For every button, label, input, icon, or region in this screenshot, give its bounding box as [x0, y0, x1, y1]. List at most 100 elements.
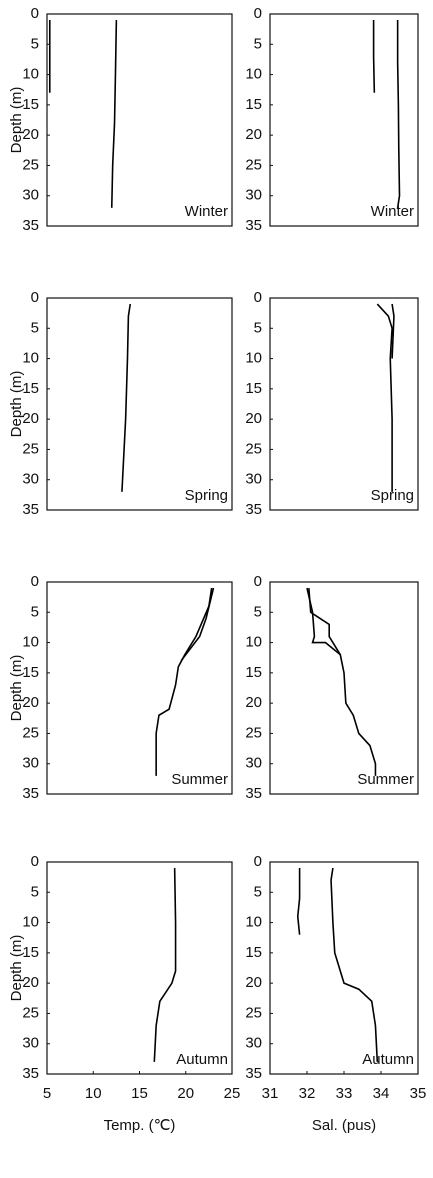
y-tick-label: 10 [245, 914, 262, 931]
y-axis-label: Depth (m) [8, 87, 25, 154]
y-tick-label: 30 [245, 1035, 262, 1052]
y-tick-label: 0 [31, 853, 39, 870]
y-tick-label: 30 [22, 1035, 39, 1052]
y-tick-label: 25 [22, 440, 39, 457]
y-tick-label: 35 [245, 501, 262, 518]
y-tick-label: 5 [254, 603, 262, 620]
y-tick-label: 30 [245, 755, 262, 772]
y-tick-label: 25 [22, 1004, 39, 1021]
y-tick-label: 25 [22, 724, 39, 741]
season-label: Autumn [176, 1051, 228, 1068]
y-tick-label: 15 [245, 380, 262, 397]
panel-frame [46, 581, 233, 795]
x-tick-label: 31 [262, 1085, 279, 1102]
profile-line [110, 20, 118, 208]
y-tick-label: 5 [31, 603, 39, 620]
profile-line [153, 868, 177, 1062]
x-tick-label: 15 [131, 1085, 148, 1102]
y-tick-label: 35 [22, 217, 39, 234]
y-tick-label: 5 [254, 319, 262, 336]
profile-line [296, 868, 301, 935]
y-tick-label: 25 [245, 440, 262, 457]
y-tick-label: 10 [245, 350, 262, 367]
panel-frame [46, 861, 233, 1075]
season-label: Summer [171, 771, 228, 788]
y-axis-label: Depth (m) [8, 655, 25, 722]
y-tick-label: 35 [245, 217, 262, 234]
panel-frame [269, 13, 419, 227]
x-tick-label: 34 [373, 1085, 390, 1102]
x-tick-label: 35 [410, 1085, 427, 1102]
y-tick-label: 25 [22, 156, 39, 173]
x-tick-label: 33 [336, 1085, 353, 1102]
y-tick-label: 5 [31, 883, 39, 900]
y-tick-label: 35 [245, 1065, 262, 1082]
y-tick-label: 30 [22, 187, 39, 204]
y-tick-label: 0 [254, 289, 262, 306]
y-tick-label: 20 [245, 410, 262, 427]
y-tick-label: 20 [245, 694, 262, 711]
y-tick-label: 10 [245, 634, 262, 651]
y-tick-label: 0 [254, 5, 262, 22]
panel-frame [46, 297, 233, 511]
season-label: Winter [371, 203, 414, 220]
y-tick-label: 30 [22, 755, 39, 772]
y-tick-label: 25 [245, 724, 262, 741]
y-tick-label: 20 [245, 974, 262, 991]
y-tick-label: 20 [22, 410, 39, 427]
y-tick-label: 10 [22, 914, 39, 931]
y-tick-label: 35 [22, 785, 39, 802]
x-axis-label: Temp. (℃) [104, 1117, 176, 1134]
profile-line [376, 303, 393, 492]
y-tick-label: 15 [22, 380, 39, 397]
season-label: Summer [357, 771, 414, 788]
y-tick-label: 10 [22, 350, 39, 367]
y-tick-label: 0 [31, 289, 39, 306]
x-tick-label: 20 [177, 1085, 194, 1102]
x-tick-label: 25 [224, 1085, 241, 1102]
panel-frame [269, 297, 419, 511]
profile-line [330, 867, 379, 1062]
y-tick-label: 15 [22, 664, 39, 681]
y-tick-label: 20 [22, 126, 39, 143]
y-tick-label: 0 [31, 5, 39, 22]
y-tick-label: 0 [254, 853, 262, 870]
y-tick-label: 10 [22, 66, 39, 83]
x-axis-label: Sal. (pus) [312, 1117, 376, 1134]
y-axis-label: Depth (m) [8, 371, 25, 438]
y-tick-label: 20 [22, 974, 39, 991]
x-tick-label: 5 [43, 1085, 51, 1102]
y-tick-label: 35 [22, 501, 39, 518]
y-tick-label: 15 [245, 96, 262, 113]
y-tick-label: 25 [245, 1004, 262, 1021]
x-tick-label: 32 [299, 1085, 316, 1102]
y-tick-label: 5 [254, 883, 262, 900]
profile-line [155, 587, 213, 776]
y-tick-label: 10 [245, 66, 262, 83]
profile-line [121, 303, 132, 492]
panel-frame [269, 861, 419, 1075]
profile-line [308, 587, 377, 776]
x-tick-label: 10 [85, 1085, 102, 1102]
y-tick-label: 30 [245, 471, 262, 488]
profile-line [372, 20, 376, 93]
y-tick-label: 15 [22, 96, 39, 113]
y-tick-label: 25 [245, 156, 262, 173]
y-tick-label: 35 [22, 1065, 39, 1082]
profile-line [180, 587, 215, 662]
y-tick-label: 20 [22, 694, 39, 711]
y-tick-label: 15 [22, 944, 39, 961]
y-tick-label: 15 [245, 944, 262, 961]
y-tick-label: 5 [31, 35, 39, 52]
y-tick-label: 0 [31, 573, 39, 590]
y-tick-label: 15 [245, 664, 262, 681]
y-tick-label: 30 [245, 187, 262, 204]
season-label: Winter [185, 203, 228, 220]
y-axis-label: Depth (m) [8, 935, 25, 1002]
y-tick-label: 20 [245, 126, 262, 143]
profile-line [306, 587, 341, 656]
profile-line [391, 303, 395, 359]
season-label: Autumn [362, 1051, 414, 1068]
y-tick-label: 10 [22, 634, 39, 651]
